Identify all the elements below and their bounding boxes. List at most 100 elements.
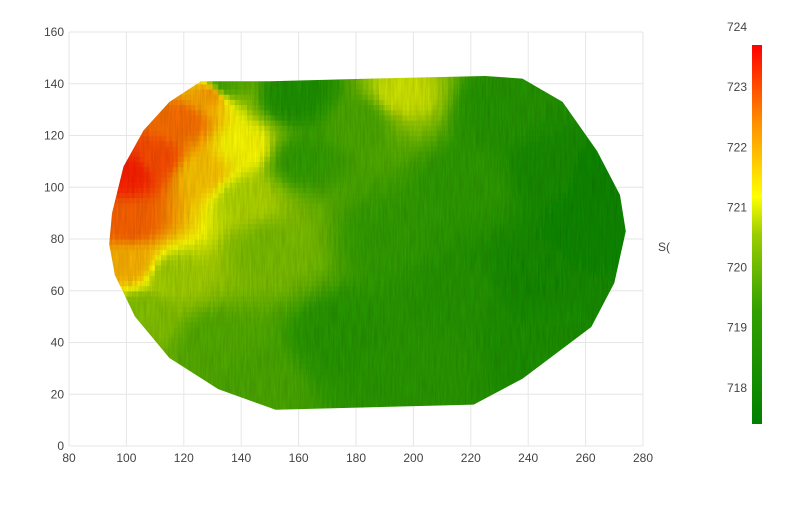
surface-cell [505,114,512,121]
surface-cell [287,171,294,178]
surface-cell [528,404,535,410]
surface-cell [114,223,122,230]
surface-cell [361,228,368,235]
surface-cell [333,290,340,297]
surface-cell [545,394,552,401]
surface-cell [120,244,127,250]
surface-cell [224,140,231,147]
surface-cell [499,104,506,111]
surface-cell [442,156,449,162]
surface-cell [132,270,139,276]
surface-cell [407,254,414,261]
surface-cell [413,290,420,297]
surface-cell [229,363,236,369]
surface-cell [413,264,420,271]
surface-cell [206,404,214,410]
surface-cell [465,202,472,209]
surface-cell [189,125,196,131]
surface-cell [252,254,259,261]
surface-cell [229,259,236,266]
surface-cell [149,88,156,95]
surface-cell [183,218,191,225]
surface-cell [114,295,122,302]
surface-cell [350,239,357,245]
surface-cell [545,321,552,328]
surface-cell [413,363,420,369]
surface-cell [333,280,340,287]
surface-cell [442,135,449,142]
surface-cell [476,239,483,245]
surface-cell [545,373,552,380]
surface-cell [470,327,478,333]
surface-cell [482,114,489,121]
surface-cell [137,394,145,401]
surface-cell [333,332,340,338]
surface-cell [166,135,173,142]
surface-cell [407,114,414,121]
surface-cell [430,135,437,142]
surface-cell [407,187,414,194]
surface-cell [252,135,259,142]
surface-cell [218,249,225,256]
surface-cell [493,378,501,385]
surface-cell [212,76,219,80]
surface-cell [413,270,420,276]
surface-cell [195,140,202,147]
surface-cell [516,104,523,111]
surface-cell [218,176,225,183]
surface-cell [413,202,420,209]
surface-cell [206,295,214,302]
surface-cell [298,264,305,271]
surface-cell [344,99,351,106]
surface-cell [304,145,311,152]
surface-cell [482,239,489,245]
surface-cell [407,389,414,395]
surface-cell [241,337,248,344]
surface-cell [298,233,305,240]
surface-cell [396,404,403,410]
surface-cell [310,140,317,147]
surface-cell [114,327,122,333]
surface-cell [298,114,305,121]
surface-cell [447,332,455,338]
surface-cell [470,270,478,276]
surface-cell [367,285,374,292]
surface-cell [183,151,191,157]
surface-cell [545,244,552,250]
surface-cell [183,280,191,287]
surface-cell [505,145,512,152]
surface-cell [246,378,254,385]
surface-cell [344,208,351,214]
surface-cell [126,358,133,364]
surface-cell [453,197,460,204]
surface-cell [172,404,179,410]
surface-cell [109,145,116,152]
surface-cell [470,223,478,230]
surface-cell [292,202,300,209]
surface-cell [396,316,403,323]
surface-cell [511,88,518,95]
surface-cell [241,373,248,380]
surface-cell [252,378,259,385]
surface-cell [189,352,196,359]
surface-cell [384,135,391,142]
surface-cell [465,342,472,349]
surface-cell [338,399,346,406]
surface-cell [178,233,185,240]
surface-cell [304,135,311,142]
surface-cell [499,78,506,85]
surface-cell [315,151,323,157]
surface-cell [413,223,420,230]
surface-cell [465,151,472,157]
surface-cell [201,114,208,121]
surface-cell [350,254,357,261]
surface-cell [241,311,248,318]
surface-cell [120,285,127,292]
surface-cell [298,187,305,194]
surface-cell [155,290,162,297]
surface-cell [321,249,328,256]
surface-cell [292,373,300,380]
surface-cell [465,373,472,380]
surface-cell [459,239,466,245]
surface-cell [447,342,455,349]
